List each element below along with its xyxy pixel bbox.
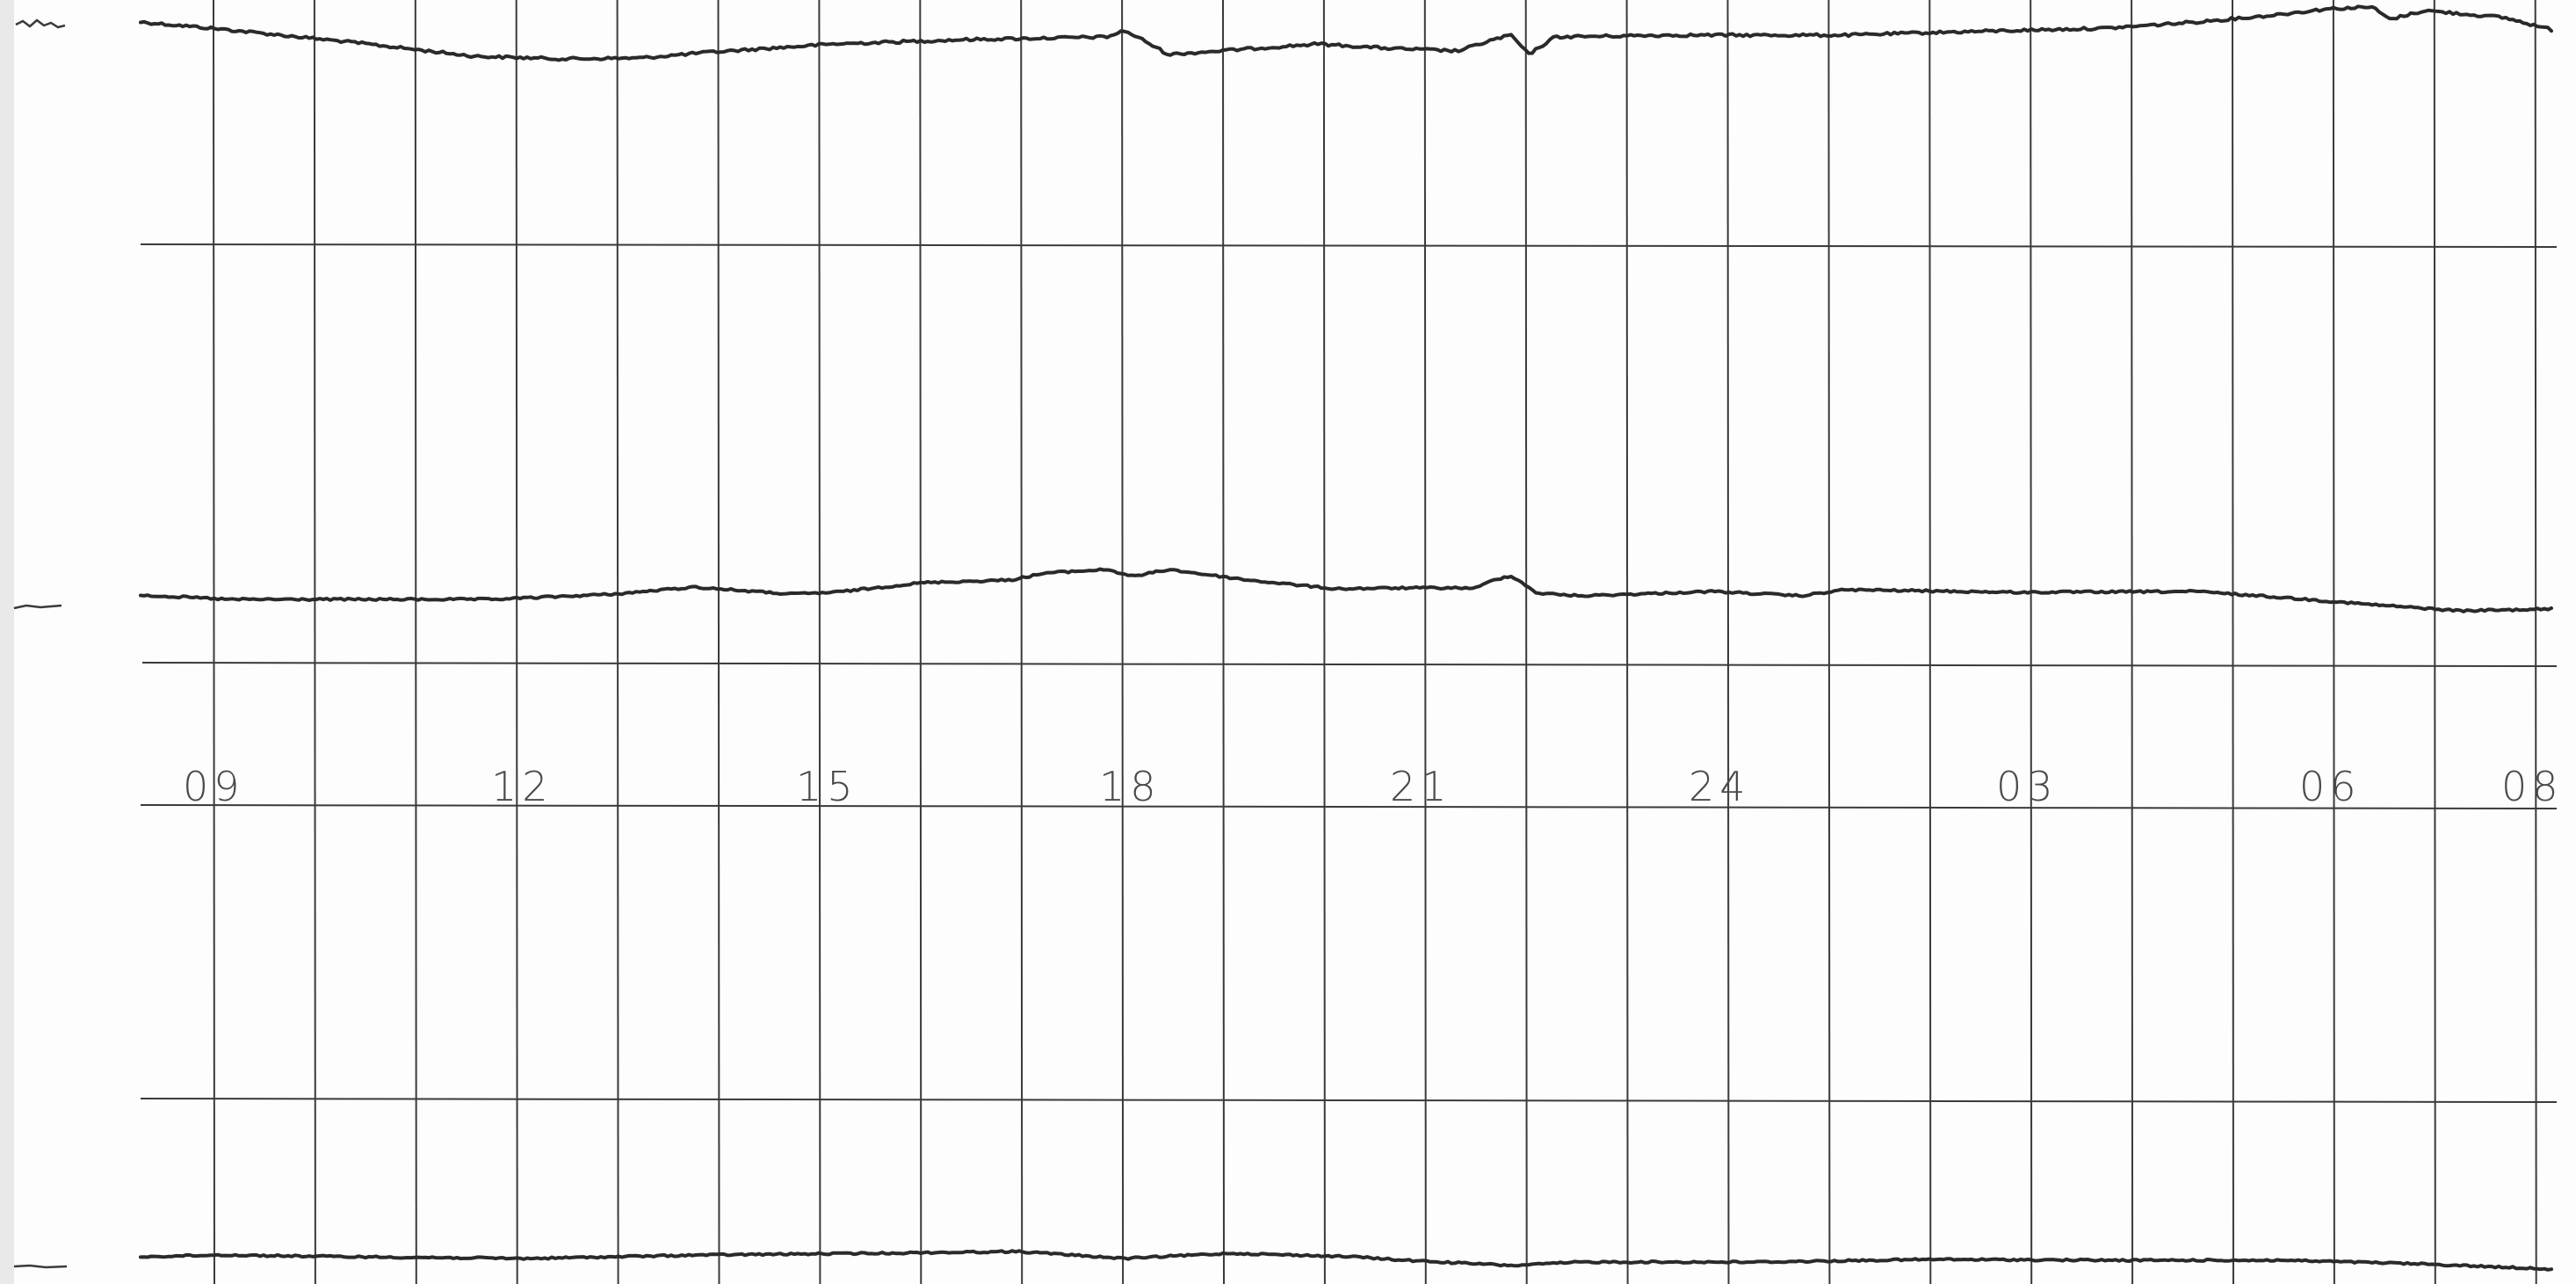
vertical-grid-line <box>1222 0 1225 1284</box>
vertical-grid-line <box>1524 0 1528 1284</box>
hour-label: 21 <box>1390 763 1452 810</box>
left-edge-marks <box>13 18 68 1269</box>
hour-label: 12 <box>491 763 554 810</box>
edge-mark-top <box>15 18 66 29</box>
hour-label: 09 <box>183 763 245 810</box>
vertical-grid-line <box>1827 0 1831 1284</box>
vertical-grid-line <box>1423 0 1427 1284</box>
horizontal-grid-line <box>140 243 2558 248</box>
hour-labels-row: 09 12 15 18 21 24 03 06 08 <box>183 763 2564 810</box>
vertical-grid-line <box>919 0 923 1284</box>
trace-line-top <box>139 4 2553 62</box>
vertical-grid-line <box>1928 0 1932 1284</box>
vertical-grid-line <box>1322 0 1326 1284</box>
edge-mark-middle <box>13 604 62 610</box>
vertical-grid-line <box>2131 0 2134 1284</box>
edge-mark-bottom <box>13 1264 68 1269</box>
vertical-grid-line <box>213 0 215 1284</box>
horizontal-grid-line <box>140 804 2558 809</box>
hour-label: 24 <box>1689 763 1751 810</box>
vertical-grid-line <box>717 0 720 1284</box>
vertical-grid-line <box>818 0 821 1284</box>
vertical-grid-lines <box>213 0 2537 1284</box>
hour-label: 15 <box>796 763 858 810</box>
horizontal-grid-line <box>140 1098 2558 1103</box>
horizontal-grid-lines <box>140 243 2558 1103</box>
left-paper-edge <box>0 0 14 1284</box>
trace-line-middle <box>139 567 2553 613</box>
vertical-grid-line <box>1020 0 1024 1284</box>
vertical-grid-line <box>1625 0 1629 1284</box>
vertical-grid-line <box>1121 0 1125 1284</box>
vertical-grid-line <box>2030 0 2033 1284</box>
trace-line-bottom <box>139 1249 2553 1272</box>
vertical-grid-line <box>616 0 619 1284</box>
hour-label: 08 <box>2501 763 2564 810</box>
vertical-grid-line <box>1726 0 1730 1284</box>
hour-label: 18 <box>1099 763 1161 810</box>
horizontal-grid-line <box>141 662 2558 667</box>
hour-label: 06 <box>2299 763 2362 810</box>
vertical-grid-line <box>2232 0 2234 1284</box>
hour-label: 03 <box>1996 763 2059 810</box>
